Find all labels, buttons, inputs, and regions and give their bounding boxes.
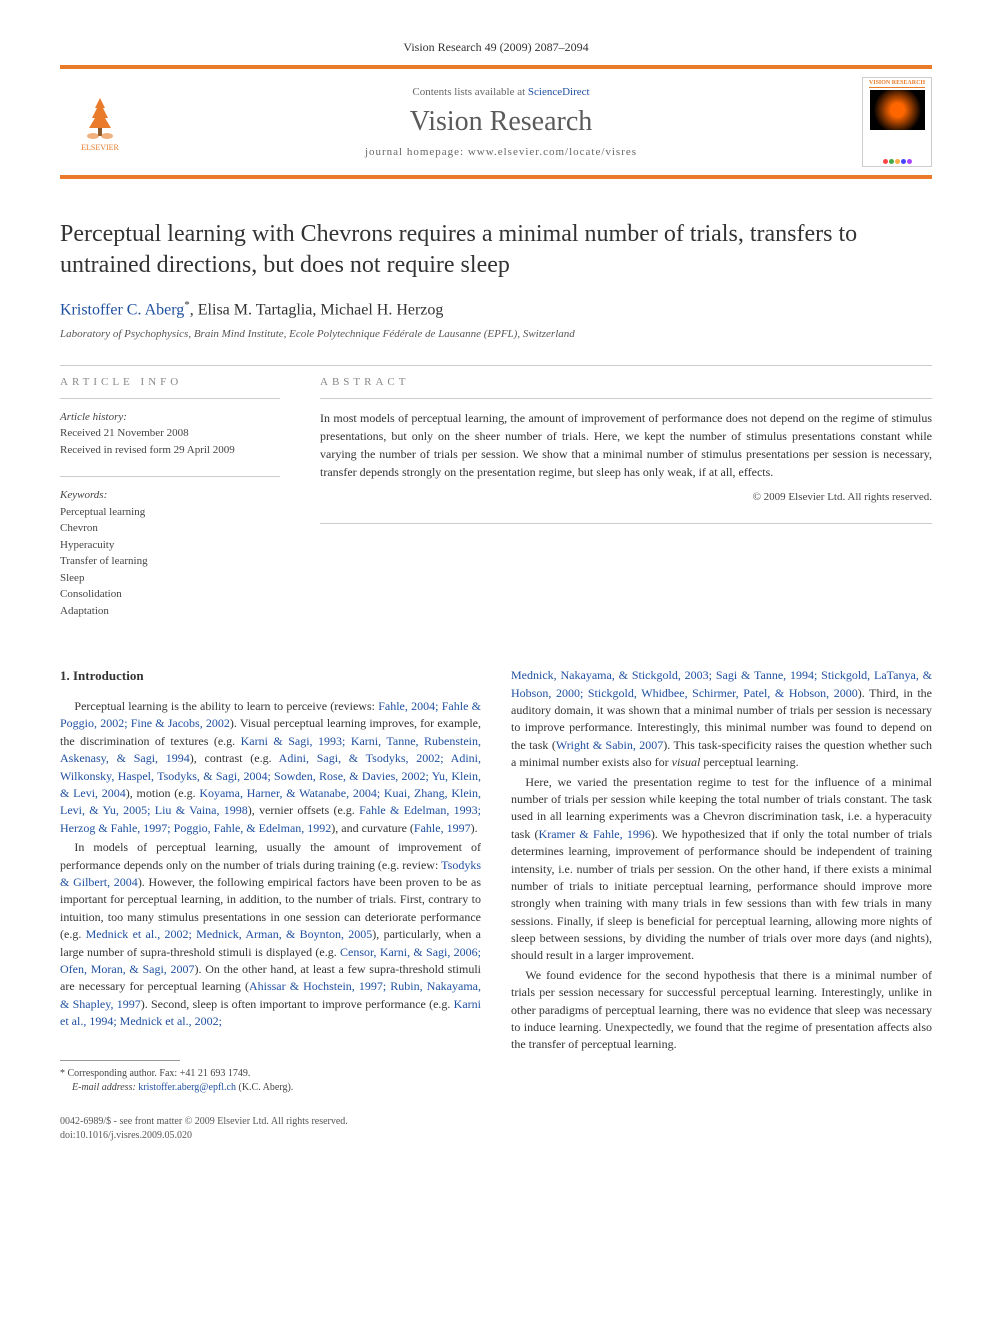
article-info-column: ARTICLE INFO Article history: Received 2… bbox=[60, 376, 280, 638]
ref-link[interactable]: Fahle, 1997 bbox=[414, 821, 471, 835]
sciencedirect-link[interactable]: ScienceDirect bbox=[528, 86, 590, 98]
ref-link[interactable]: Kramer & Fahle, 1996 bbox=[539, 827, 651, 841]
right-p2: Here, we varied the presentation regime … bbox=[511, 774, 932, 965]
cover-dots bbox=[883, 159, 912, 164]
p2e: ). Second, sleep is often important to i… bbox=[141, 997, 454, 1011]
author-link-1[interactable]: Kristoffer C. Aberg bbox=[60, 302, 184, 319]
abstract-column: ABSTRACT In most models of perceptual le… bbox=[320, 376, 932, 638]
journal-name: Vision Research bbox=[140, 106, 862, 138]
ref-link[interactable]: Wright & Sabin, 2007 bbox=[556, 738, 663, 752]
keyword-5: Consolidation bbox=[60, 588, 122, 600]
abstract-copyright: © 2009 Elsevier Ltd. All rights reserved… bbox=[320, 491, 932, 503]
right-column: Mednick, Nakayama, & Stickgold, 2003; Sa… bbox=[511, 667, 932, 1095]
section-1-heading: 1. Introduction bbox=[60, 667, 481, 686]
body-columns: 1. Introduction Perceptual learning is t… bbox=[60, 667, 932, 1095]
divider-info1 bbox=[60, 398, 280, 399]
keywords-heading: Keywords: bbox=[60, 489, 107, 501]
divider-abs2 bbox=[320, 523, 932, 524]
email-line: E-mail address: kristoffer.aberg@epfl.ch… bbox=[72, 1081, 481, 1095]
p2a: In models of perceptual learning, usuall… bbox=[60, 840, 481, 871]
intro-p1: Perceptual learning is the ability to le… bbox=[60, 698, 481, 837]
rp2b: ). We hypothesized that if only the tota… bbox=[511, 827, 932, 963]
p1g: ). bbox=[471, 821, 478, 835]
elsevier-logo[interactable]: ELSEVIER bbox=[60, 82, 140, 162]
article-history: Article history: Received 21 November 20… bbox=[60, 409, 280, 459]
keyword-0: Perceptual learning bbox=[60, 506, 145, 518]
keyword-1: Chevron bbox=[60, 522, 98, 534]
doi-line: doi:10.1016/j.visres.2009.05.020 bbox=[60, 1129, 932, 1143]
authors-rest: , Elisa M. Tartaglia, Michael H. Herzog bbox=[190, 302, 444, 319]
elsevier-tree-icon bbox=[75, 93, 125, 143]
divider-info2 bbox=[60, 476, 280, 477]
rp1c: perceptual learning. bbox=[700, 755, 798, 769]
journal-header: Vision Research 49 (2009) 2087–2094 bbox=[60, 40, 932, 55]
history-revised: Received in revised form 29 April 2009 bbox=[60, 444, 235, 456]
keyword-6: Adaptation bbox=[60, 605, 109, 617]
right-p3: We found evidence for the second hypothe… bbox=[511, 967, 932, 1054]
email-suffix: (K.C. Aberg). bbox=[236, 1082, 293, 1093]
ref-link[interactable]: Mednick et al., 2002; Mednick, Arman, & … bbox=[86, 927, 373, 941]
abstract-text: In most models of perceptual learning, t… bbox=[320, 409, 932, 481]
history-received: Received 21 November 2008 bbox=[60, 427, 189, 439]
history-heading: Article history: bbox=[60, 411, 127, 423]
keywords-block: Keywords: Perceptual learning Chevron Hy… bbox=[60, 487, 280, 619]
article-title: Perceptual learning with Chevrons requir… bbox=[60, 219, 932, 281]
divider-top bbox=[60, 365, 932, 366]
email-link[interactable]: kristoffer.aberg@epfl.ch bbox=[138, 1082, 236, 1093]
p1e: ), vernier offsets (e.g. bbox=[248, 803, 359, 817]
elsevier-label: ELSEVIER bbox=[81, 143, 119, 152]
corr-author-note: * Corresponding author. Fax: +41 21 693 … bbox=[60, 1067, 481, 1081]
p1a: Perceptual learning is the ability to le… bbox=[74, 699, 378, 713]
cover-image bbox=[870, 90, 925, 130]
rp1em: visual bbox=[672, 755, 701, 769]
email-label: E-mail address: bbox=[72, 1082, 138, 1093]
issn-line: 0042-6989/$ - see front matter © 2009 El… bbox=[60, 1115, 932, 1129]
intro-p2: In models of perceptual learning, usuall… bbox=[60, 839, 481, 1030]
p1f: ), and curvature ( bbox=[331, 821, 414, 835]
authors: Kristoffer C. Aberg*, Elisa M. Tartaglia… bbox=[60, 299, 932, 319]
journal-homepage[interactable]: journal homepage: www.elsevier.com/locat… bbox=[140, 146, 862, 158]
divider-abs bbox=[320, 398, 932, 399]
contents-text: Contents lists available at bbox=[412, 86, 527, 98]
keyword-2: Hyperacuity bbox=[60, 539, 114, 551]
abstract-heading: ABSTRACT bbox=[320, 376, 932, 388]
left-column: 1. Introduction Perceptual learning is t… bbox=[60, 667, 481, 1095]
keyword-4: Sleep bbox=[60, 572, 84, 584]
footnote-block: * Corresponding author. Fax: +41 21 693 … bbox=[60, 1067, 481, 1095]
p1d: ), motion (e.g. bbox=[126, 786, 200, 800]
header-box: ELSEVIER Contents lists available at Sci… bbox=[60, 65, 932, 179]
journal-cover[interactable]: VISION RESEARCH bbox=[862, 77, 932, 167]
right-p1: Mednick, Nakayama, & Stickgold, 2003; Sa… bbox=[511, 667, 932, 771]
keyword-3: Transfer of learning bbox=[60, 555, 148, 567]
affiliation: Laboratory of Psychophysics, Brain Mind … bbox=[60, 328, 932, 340]
footnote-divider bbox=[60, 1060, 180, 1061]
contents-line: Contents lists available at ScienceDirec… bbox=[140, 86, 862, 98]
cover-title: VISION RESEARCH bbox=[869, 80, 925, 88]
bottom-info: 0042-6989/$ - see front matter © 2009 El… bbox=[60, 1115, 932, 1143]
p1c: ), contrast (e.g. bbox=[190, 751, 279, 765]
article-info-heading: ARTICLE INFO bbox=[60, 376, 280, 388]
